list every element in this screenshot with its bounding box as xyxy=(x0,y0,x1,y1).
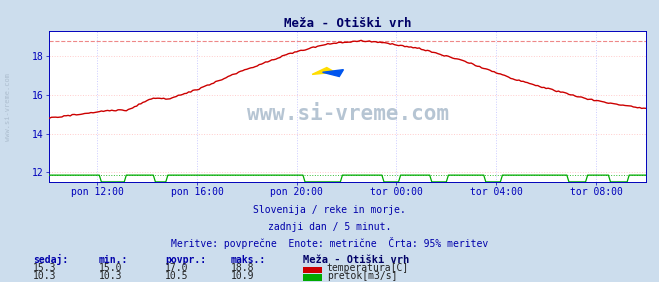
Text: 18.8: 18.8 xyxy=(231,263,254,273)
Text: 15.3: 15.3 xyxy=(33,263,57,273)
Polygon shape xyxy=(322,70,343,76)
Text: www.si-vreme.com: www.si-vreme.com xyxy=(5,73,11,141)
Text: zadnji dan / 5 minut.: zadnji dan / 5 minut. xyxy=(268,222,391,232)
Text: 10.9: 10.9 xyxy=(231,271,254,281)
Text: www.si-vreme.com: www.si-vreme.com xyxy=(246,104,449,124)
Text: Slovenija / reke in morje.: Slovenija / reke in morje. xyxy=(253,205,406,215)
Text: 10.3: 10.3 xyxy=(99,271,123,281)
Text: maks.:: maks.: xyxy=(231,255,266,265)
Text: 15.0: 15.0 xyxy=(99,263,123,273)
Text: 17.0: 17.0 xyxy=(165,263,188,273)
Title: Meža - Otiški vrh: Meža - Otiški vrh xyxy=(284,17,411,30)
Text: min.:: min.: xyxy=(99,255,129,265)
Text: Meža - Otiški vrh: Meža - Otiški vrh xyxy=(303,255,409,265)
Polygon shape xyxy=(312,67,335,74)
Text: Meritve: povprečne  Enote: metrične  Črta: 95% meritev: Meritve: povprečne Enote: metrične Črta:… xyxy=(171,237,488,249)
Text: povpr.:: povpr.: xyxy=(165,255,206,265)
Text: sedaj:: sedaj: xyxy=(33,254,68,265)
Text: 10.3: 10.3 xyxy=(33,271,57,281)
Text: 10.5: 10.5 xyxy=(165,271,188,281)
Text: temperatura[C]: temperatura[C] xyxy=(327,263,409,273)
Text: pretok[m3/s]: pretok[m3/s] xyxy=(327,271,397,281)
